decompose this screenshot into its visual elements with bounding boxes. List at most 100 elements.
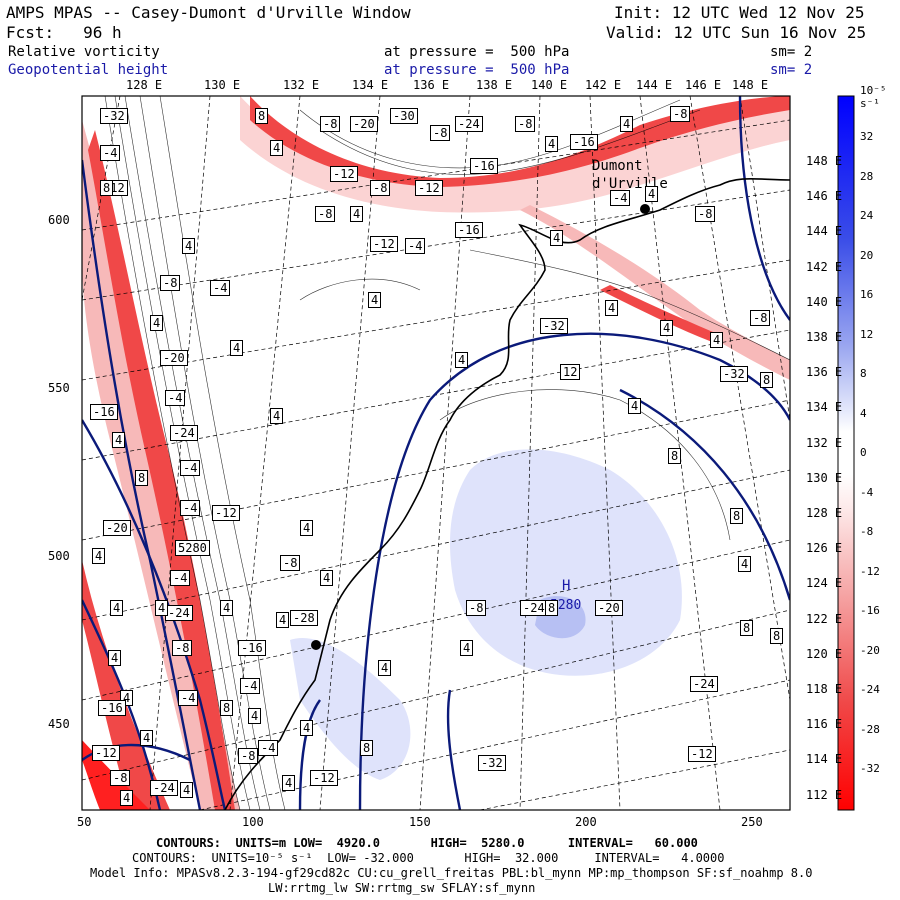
- graticule: [82, 96, 790, 810]
- contour-value-label: 4: [460, 640, 474, 656]
- casey-station: [311, 640, 321, 650]
- contour-value-label: 4: [92, 548, 106, 564]
- contour-value-label: -12: [370, 236, 398, 252]
- contour-value-label: -8: [320, 116, 341, 132]
- contour-value-label: 8: [770, 628, 784, 644]
- colorbar-tick: -4: [860, 485, 874, 499]
- contour-value-label: -24: [170, 425, 198, 441]
- lat-label: 114 E: [806, 752, 843, 767]
- lat-label: 146 E: [806, 189, 843, 204]
- high-pressure-mark: H: [562, 578, 571, 594]
- plot-frame: [81, 95, 791, 811]
- contour-value-label: -4: [258, 740, 279, 756]
- contour-value-label: 4: [120, 790, 134, 806]
- contour-value-label: -8: [430, 125, 451, 141]
- colorbar-unit: 10⁻⁵ s⁻¹: [860, 84, 887, 110]
- contour-value-label: 8: [220, 700, 234, 716]
- contour-value-label: -16: [570, 134, 598, 150]
- init-time: Init: 12 UTC Wed 12 Nov 25: [614, 3, 865, 22]
- lon-label: 140 E: [531, 78, 568, 92]
- contour-value-label: 8: [255, 108, 269, 124]
- colorbar-tick: -32: [860, 762, 880, 775]
- contour-value-label: -32: [540, 318, 568, 334]
- lat-label: 120 E: [806, 646, 843, 661]
- contour-value-label: -30: [390, 108, 418, 124]
- x-tick-250: 250: [741, 815, 763, 829]
- contour-value-label: -4: [180, 460, 201, 476]
- positive-vorticity-area: [450, 449, 682, 676]
- lat-label: 142 E: [806, 259, 843, 274]
- contour-value-label: 12: [560, 364, 581, 380]
- contour-value-label: 4: [620, 116, 634, 132]
- contour-value-label: -4: [405, 238, 426, 254]
- contour-value-label: -12: [415, 180, 443, 196]
- lat-label: 116 E: [806, 717, 843, 732]
- lat-label: 148 E: [806, 154, 843, 168]
- contour-value-label: 4: [350, 206, 364, 222]
- contour-value-label: 4: [300, 520, 314, 536]
- contour-value-label: -8: [238, 748, 259, 764]
- lat-label: 134 E: [806, 400, 843, 415]
- lat-label: 136 E: [806, 365, 843, 380]
- x-tick-200: 200: [575, 815, 597, 829]
- lat-label: 112 E: [806, 787, 843, 802]
- contour-value-label: 4: [155, 600, 169, 616]
- contour-value-label: 8: [100, 180, 114, 196]
- field2-level: at pressure = 500 hPa: [384, 62, 570, 78]
- contour-value-label: 4: [230, 340, 244, 356]
- colorbar-tick: 8: [860, 367, 867, 380]
- contour-value-label: 4: [378, 660, 392, 676]
- valid-time: Valid: 12 UTC Sun 16 Nov 25: [606, 23, 867, 42]
- contour-value-label: -24: [150, 780, 178, 796]
- contour-value-label: -16: [90, 404, 118, 420]
- lat-label: 128 E: [806, 506, 843, 520]
- colorbar-tick: -28: [860, 722, 880, 736]
- contour-value-label: -8: [160, 275, 181, 291]
- footer-line2: CONTOURS: UNITS=10⁻⁵ s⁻¹ LOW= -32.000 HI…: [132, 851, 725, 865]
- contour-value-label: -8: [315, 206, 336, 222]
- colorbar-tick: 28: [860, 169, 874, 183]
- lon-label: 144 E: [636, 78, 673, 92]
- contour-value-label: 4: [110, 600, 124, 616]
- lon-label: 128 E: [126, 78, 163, 92]
- contour-value-label: 4: [300, 720, 314, 736]
- colorbar-tick: -12: [860, 564, 880, 578]
- y-tick-600: 600: [48, 213, 70, 227]
- contour-value-label: -4: [165, 390, 186, 406]
- lon-label: 134 E: [352, 78, 389, 92]
- contour-value-label: -20: [350, 116, 378, 132]
- contour-value-label: 8: [668, 448, 682, 464]
- contour-value-label: 4: [180, 782, 194, 798]
- x-tick-150: 150: [409, 815, 431, 829]
- lon-label: 136 E: [413, 78, 450, 92]
- contour-value-label: -8: [695, 206, 716, 222]
- colorbar-tick: 16: [860, 288, 874, 301]
- model-info: Model Info: MPASv8.2.3-194-gf29cd82c CU:…: [90, 866, 813, 880]
- contour-value-label: 4: [140, 730, 154, 746]
- lat-label: 132 E: [806, 435, 843, 450]
- coastline: [224, 177, 790, 810]
- lat-label: 122 E: [806, 611, 843, 626]
- colorbar-tick: 4: [860, 406, 867, 420]
- contour-value-label: 4: [112, 432, 126, 448]
- lon-label: 146 E: [685, 78, 722, 92]
- colorbar-tick: 32: [860, 130, 874, 143]
- lon-label: 132 E: [283, 78, 320, 92]
- contour-value-label: -8: [172, 640, 193, 656]
- lat-label: 138 E: [806, 330, 843, 344]
- colorbar-tick: 12: [860, 327, 874, 341]
- contour-value-label: -28: [290, 610, 318, 626]
- contour-value-label: 4: [320, 570, 334, 586]
- contour-value-label: -32: [720, 366, 748, 382]
- contour-value-label: -12: [92, 745, 120, 761]
- contour-value-label: 8: [545, 600, 559, 616]
- contour-value-label: -8: [750, 310, 771, 326]
- colorbar-tick: -20: [860, 643, 880, 657]
- contour-value-label: 4: [605, 300, 619, 316]
- contour-value-label: -4: [210, 280, 231, 296]
- contour-value-label: -20: [160, 350, 188, 366]
- colorbar: [837, 95, 855, 811]
- contour-value-label: 4: [276, 612, 290, 628]
- contour-value-label: -8: [280, 555, 301, 571]
- lat-label: 126 E: [806, 541, 843, 556]
